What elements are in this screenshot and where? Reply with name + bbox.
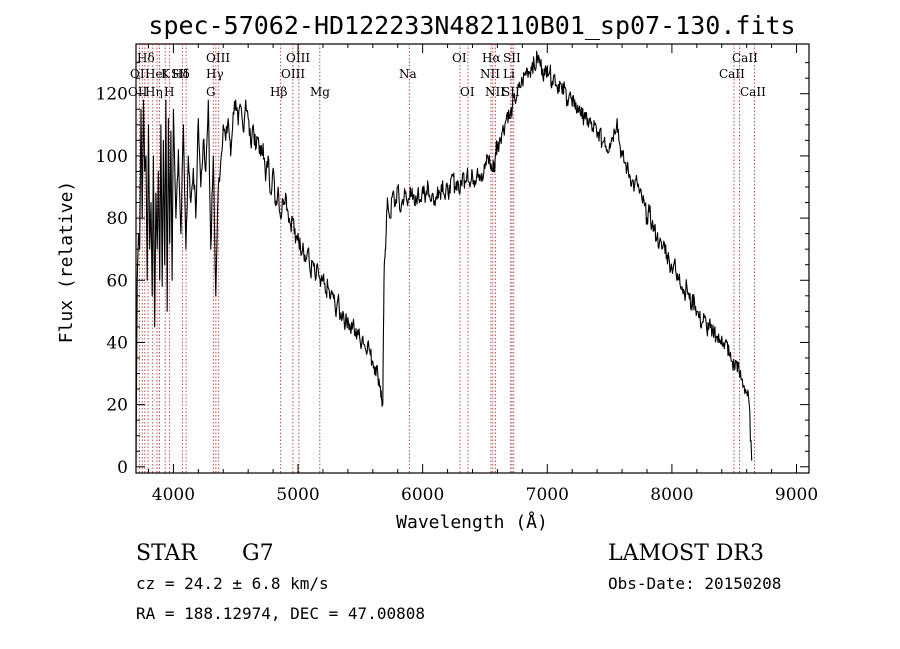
line-label-2: Hδ <box>172 67 190 81</box>
y-tick-label-6: 120 <box>96 85 128 105</box>
line-label-26: SII <box>502 85 520 99</box>
line-label-27: CaII <box>740 85 766 99</box>
line-label-12: Hγ <box>206 67 224 81</box>
line-label-20: H <box>164 85 174 99</box>
spectrum-trace <box>135 50 753 467</box>
line-label-7: SII <box>503 51 521 65</box>
line-label-6: Hα <box>482 51 501 65</box>
y-axis-label: Flux (relative) <box>56 181 77 344</box>
y-tick-label-3: 60 <box>106 271 128 291</box>
line-label-4: OIII <box>286 51 310 65</box>
spectral-subclass: G7 <box>242 541 274 566</box>
x-axis-label: Wavelength (Å) <box>396 511 548 533</box>
chart-title: spec-57062-HD122233N482110B01_sp07-130.f… <box>148 11 795 40</box>
y-tick-label-5: 100 <box>96 147 128 167</box>
line-label-23: Mg <box>310 85 330 99</box>
x-tick-label-4: 8000 <box>650 485 693 505</box>
y-tick-label-0: 0 <box>117 458 128 478</box>
line-label-9: OI <box>130 67 145 81</box>
line-markers <box>138 44 755 473</box>
line-label-14: Na <box>399 67 417 81</box>
line-label-3: OIII <box>206 51 230 65</box>
line-label-13: OIII <box>281 67 305 81</box>
line-label-21: G <box>206 85 216 99</box>
line-label-11: SII <box>171 67 189 81</box>
observation-date: Obs-Date: 20150208 <box>608 574 781 593</box>
line-label-24: OI <box>460 85 475 99</box>
line-label-16: Li <box>503 67 515 81</box>
y-tick-label-2: 40 <box>106 333 128 353</box>
line-label-22: Hβ <box>270 85 287 99</box>
redshift-velocity: cz = 24.2 ± 6.8 km/s <box>136 574 329 593</box>
y-tick-label-4: 80 <box>106 209 128 229</box>
line-label-25: NII <box>485 85 505 99</box>
sky-coordinates: RA = 188.12974, DEC = 47.00808 <box>136 604 425 623</box>
survey-release: LAMOST DR3 <box>608 541 764 566</box>
line-label-15: NII <box>480 67 500 81</box>
line-label-17: CaII <box>719 67 745 81</box>
y-tick-label-1: 20 <box>106 396 128 416</box>
x-tick-label-1: 5000 <box>276 485 319 505</box>
object-type: STAR <box>136 541 198 566</box>
axis-ticks: 4000 5000 6000 7000 8000 9000 0 20 40 60 80 100 120 <box>96 44 818 505</box>
line-label-1: K <box>161 67 171 81</box>
line-label-0: Hδ <box>137 51 155 65</box>
x-tick-label-0: 4000 <box>152 485 195 505</box>
line-label-5: OI <box>452 51 467 65</box>
line-label-19: Hη <box>145 85 163 99</box>
x-tick-label-2: 6000 <box>401 485 444 505</box>
line-label-10: HeI <box>145 67 168 81</box>
x-tick-label-5: 9000 <box>775 485 818 505</box>
line-label-18: OII <box>128 85 148 99</box>
line-label-8: CaII <box>732 51 758 65</box>
x-tick-label-3: 7000 <box>526 485 569 505</box>
